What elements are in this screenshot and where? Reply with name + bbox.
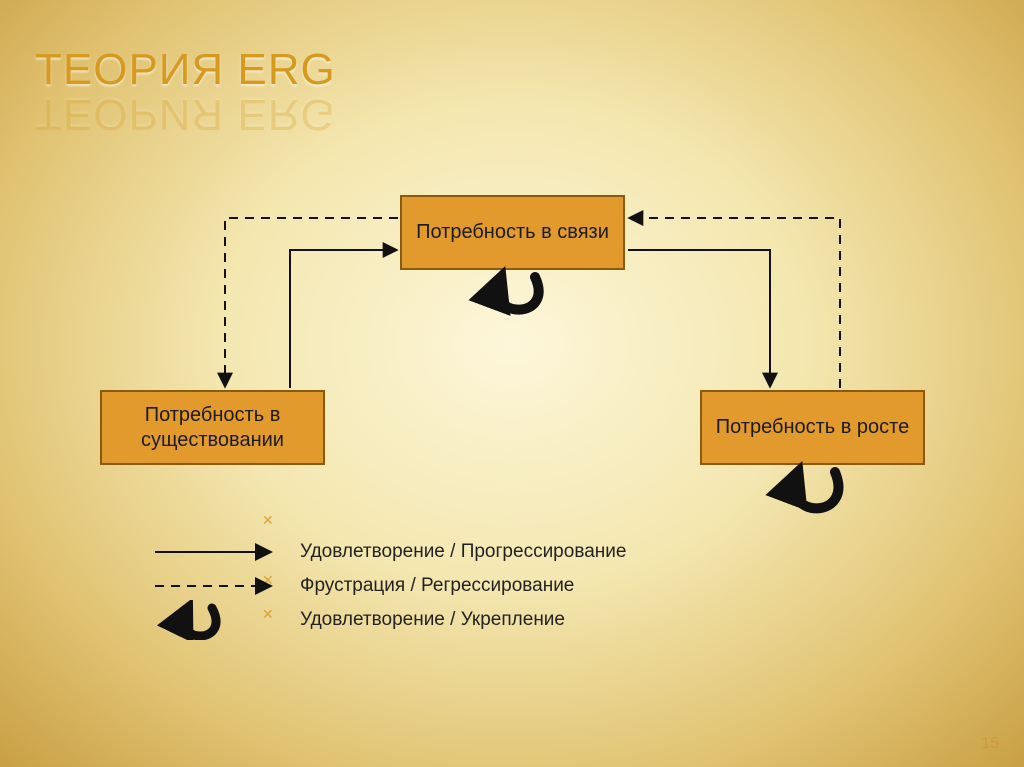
slide-title: ТЕОРИЯ ERG ТЕОРИЯ ERG xyxy=(35,45,336,95)
node-growth: Потребность в росте xyxy=(700,390,925,465)
legend-icon-loop-arrow xyxy=(150,603,290,637)
loop-relation xyxy=(498,277,539,310)
diagram-arrows xyxy=(0,0,1024,767)
node-relation-label: Потребность в связи xyxy=(416,220,609,245)
legend-icon-dashed-arrow xyxy=(150,569,290,603)
legend-label: Удовлетворение / Прогрессирование xyxy=(290,541,626,563)
node-relation: Потребность в связи xyxy=(400,195,625,270)
legend-label: Удовлетворение / Укрепление xyxy=(290,609,565,631)
page-number: 15 xyxy=(981,735,999,753)
arrow-relation-to-growth xyxy=(628,250,770,386)
slide-title-reflection: ТЕОРИЯ ERG xyxy=(35,89,336,139)
bullet-icon: ✕ xyxy=(262,512,274,529)
legend: Удовлетворение / Прогрессирование Фрустр… xyxy=(150,535,626,637)
arrow-growth-to-relation xyxy=(630,218,840,388)
loop-growth xyxy=(794,472,838,508)
arrow-existence-to-relation xyxy=(290,250,396,388)
node-existence-label: Потребность в существовании xyxy=(110,403,315,453)
arrow-relation-to-existence xyxy=(225,218,398,386)
legend-label: Фрустрация / Регрессирование xyxy=(290,575,574,597)
node-growth-label: Потребность в росте xyxy=(716,415,910,440)
legend-icon-solid-arrow xyxy=(150,535,290,569)
legend-row-dashed: Фрустрация / Регрессирование xyxy=(150,569,626,603)
slide-title-text: ТЕОРИЯ ERG xyxy=(35,45,336,94)
legend-row-loop: Удовлетворение / Укрепление xyxy=(150,603,626,637)
node-existence: Потребность в существовании xyxy=(100,390,325,465)
legend-row-solid: Удовлетворение / Прогрессирование xyxy=(150,535,626,569)
